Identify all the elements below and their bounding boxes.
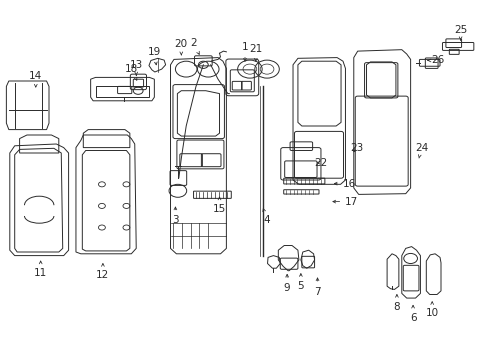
- Text: 15: 15: [213, 197, 226, 214]
- Text: 19: 19: [147, 47, 161, 65]
- Text: 26: 26: [428, 55, 444, 66]
- Text: 11: 11: [34, 261, 48, 278]
- Text: 21: 21: [249, 44, 263, 61]
- Text: 16: 16: [334, 179, 356, 189]
- Text: 9: 9: [284, 274, 291, 293]
- Text: 24: 24: [415, 143, 428, 158]
- Text: 25: 25: [454, 24, 467, 40]
- Text: 13: 13: [129, 60, 143, 75]
- Text: 8: 8: [393, 294, 400, 312]
- Text: 7: 7: [314, 278, 321, 297]
- Text: 14: 14: [29, 71, 43, 87]
- Text: 12: 12: [96, 264, 110, 280]
- Text: 4: 4: [263, 209, 270, 225]
- Text: 3: 3: [172, 207, 179, 225]
- Text: 23: 23: [350, 143, 364, 153]
- Text: 1: 1: [242, 42, 248, 61]
- Text: 22: 22: [314, 158, 328, 168]
- Text: 6: 6: [410, 305, 416, 323]
- Text: 20: 20: [175, 39, 188, 55]
- Text: 2: 2: [190, 38, 199, 54]
- Text: 5: 5: [297, 274, 304, 291]
- Text: 10: 10: [426, 302, 439, 318]
- Text: 17: 17: [333, 197, 359, 207]
- Text: 18: 18: [124, 64, 138, 80]
